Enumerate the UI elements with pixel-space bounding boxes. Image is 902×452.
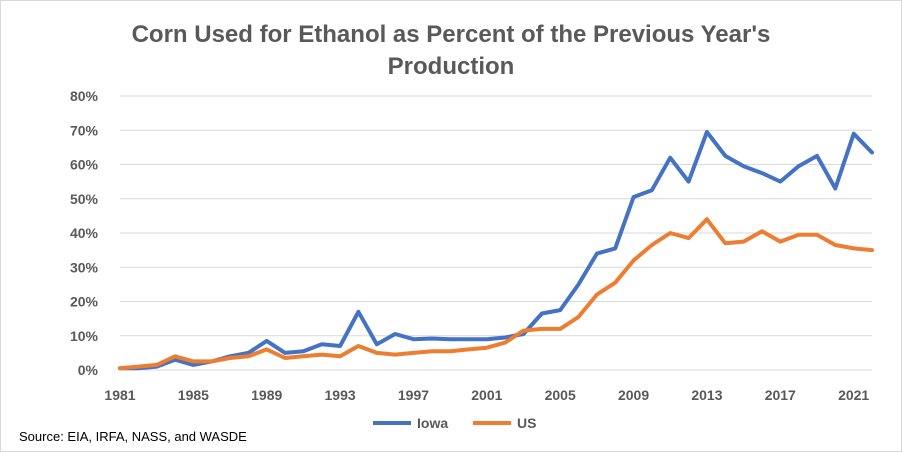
x-tick-label: 1997 (398, 387, 429, 403)
y-tick-label: 20% (70, 294, 99, 310)
axes: 0% 10% 20% 30% 40% 50% 60% 70% 80% 1981 1985 1989 19… (70, 88, 869, 403)
y-tick-label: 50% (70, 191, 99, 207)
y-tick-label: 0% (78, 362, 99, 378)
y-tick-label: 80% (70, 88, 99, 104)
x-tick-label: 2017 (765, 387, 796, 403)
y-tick-label: 10% (70, 328, 99, 344)
x-tick-label: 2013 (691, 387, 722, 403)
x-tick-label: 1985 (178, 387, 209, 403)
series-lines (118, 130, 874, 371)
y-tick-label: 40% (70, 225, 99, 241)
y-tick-label: 30% (70, 259, 99, 275)
x-tick-label: 2021 (838, 387, 869, 403)
x-tick-label: 2001 (471, 387, 502, 403)
x-tick-label: 2005 (545, 387, 576, 403)
legend-label-iowa: Iowa (417, 415, 448, 431)
series-line-iowa (118, 130, 874, 371)
x-tick-label: 1993 (325, 387, 356, 403)
gridlines (120, 95, 872, 371)
x-tick-label: 1981 (104, 387, 135, 403)
series-line-us (118, 217, 874, 371)
legend-label-us: US (517, 415, 536, 431)
legend: Iowa US (373, 415, 536, 431)
x-tick-label: 2009 (618, 387, 649, 403)
source-note: Source: EIA, IRFA, NASS, and WASDE (19, 429, 247, 444)
x-tick-label: 1989 (251, 387, 282, 403)
y-tick-label: 70% (70, 122, 99, 138)
y-tick-label: 60% (70, 157, 99, 173)
